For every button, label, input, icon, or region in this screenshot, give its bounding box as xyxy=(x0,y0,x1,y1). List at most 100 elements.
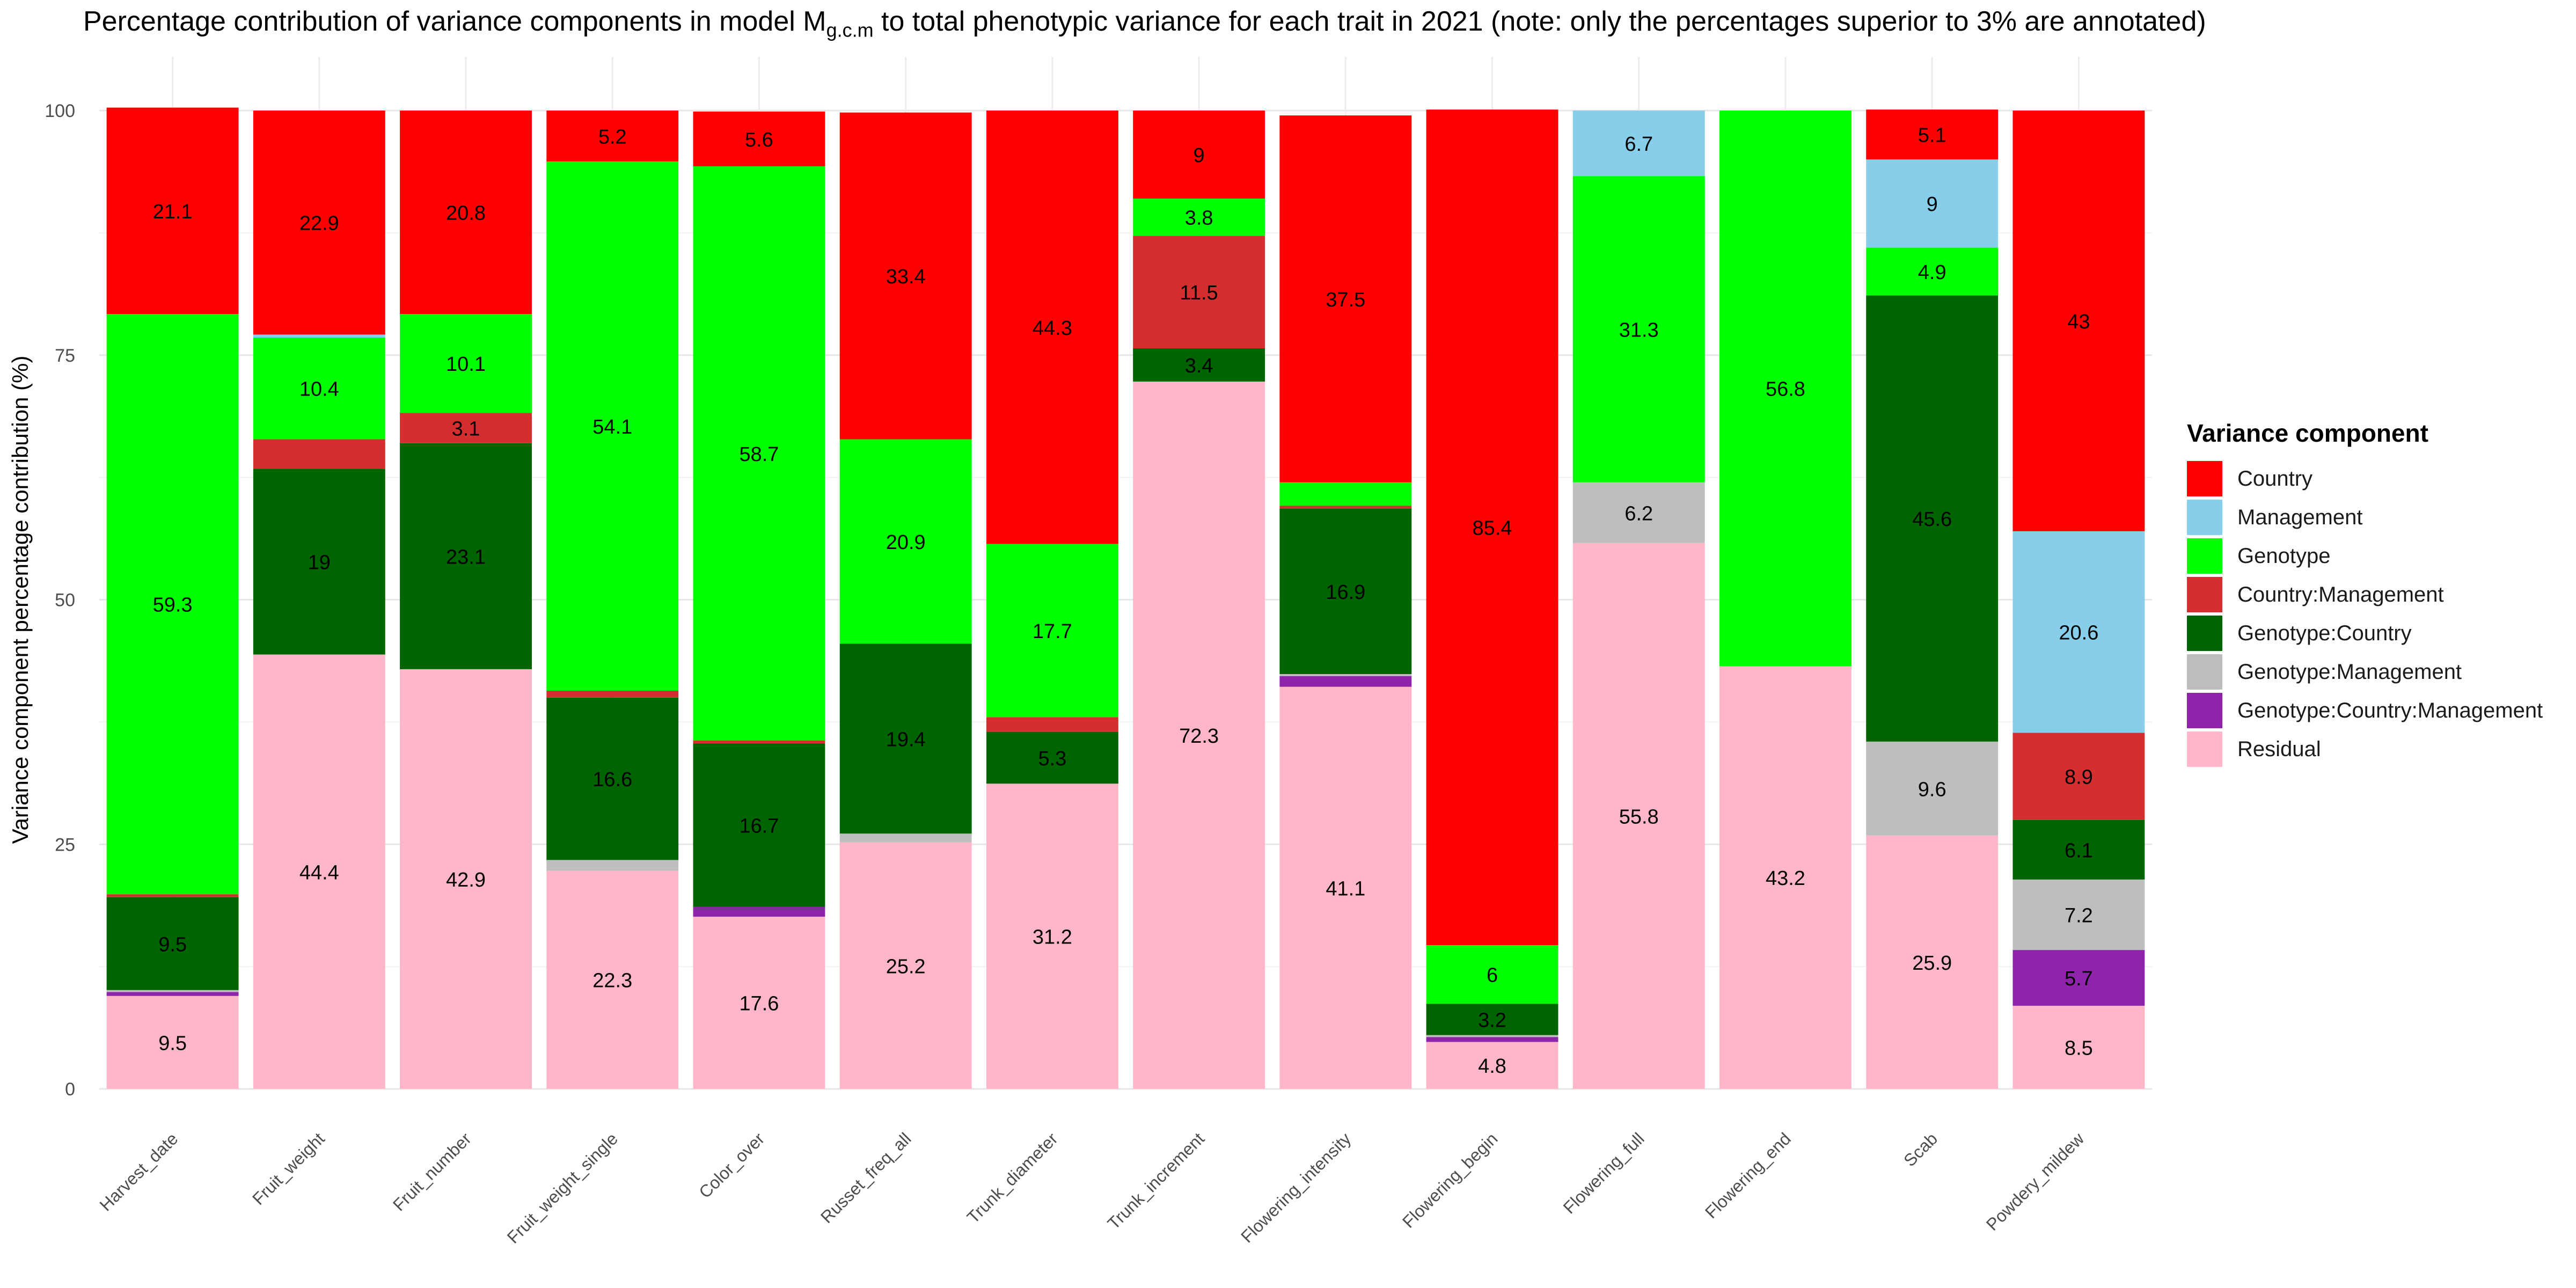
legend-label: Management xyxy=(2237,505,2363,529)
bar-segment xyxy=(1279,506,1412,509)
bar-segment xyxy=(1572,482,1705,543)
data-label: 22.9 xyxy=(299,213,339,235)
bar-segment xyxy=(106,314,239,895)
bar-segment xyxy=(986,111,1118,544)
y-axis-title: Variance component percentage contributi… xyxy=(8,356,33,844)
data-label: 16.7 xyxy=(739,815,779,838)
data-label: 20.8 xyxy=(446,202,486,225)
x-tick-label: Flowering_full xyxy=(1560,1129,1648,1217)
legend-item: Genotype:Country xyxy=(2187,614,2543,653)
bar-segment xyxy=(693,741,825,744)
bar-segment xyxy=(253,439,385,469)
bar-segment xyxy=(106,992,239,996)
x-tick-label: Flowering_begin xyxy=(1399,1129,1501,1231)
data-label: 42.9 xyxy=(446,869,486,891)
legend-label: Country xyxy=(2237,466,2313,491)
bar-segment xyxy=(400,443,532,669)
data-label: 10.1 xyxy=(446,353,486,376)
chart-title: Percentage contribution of variance comp… xyxy=(83,6,2206,41)
data-label: 8.9 xyxy=(2065,766,2093,789)
bar-segment xyxy=(986,717,1118,732)
bar-segment xyxy=(839,643,972,834)
bar-segment xyxy=(253,334,385,338)
bar-segment xyxy=(693,906,825,917)
bar-segment xyxy=(1719,111,1851,667)
data-label: 4.9 xyxy=(1918,261,1946,284)
bar-segment xyxy=(400,413,532,443)
data-label: 6.7 xyxy=(1624,133,1653,156)
data-label: 31.3 xyxy=(1619,319,1659,341)
bar-segment xyxy=(693,917,825,1089)
bar-segment xyxy=(546,161,679,691)
x-tick-label: Fruit_weight_single xyxy=(503,1129,621,1247)
data-label: 22.3 xyxy=(592,970,632,992)
x-tick-label: Harvest_date xyxy=(96,1129,182,1214)
bar-segment xyxy=(1866,247,1999,296)
y-tick-label: 100 xyxy=(45,101,75,121)
data-label: 17.6 xyxy=(739,993,779,1015)
bar-segment xyxy=(2012,950,2145,1006)
bar-segment xyxy=(1866,109,1999,160)
data-label: 37.5 xyxy=(1326,289,1365,311)
bar-segment xyxy=(986,784,1118,1089)
data-label: 9.5 xyxy=(158,933,187,956)
bar-segment xyxy=(1279,686,1412,1089)
bar-segment xyxy=(253,111,385,335)
data-label: 19.4 xyxy=(886,728,926,751)
data-label: 9 xyxy=(1927,193,1938,216)
data-label: 3.4 xyxy=(1185,355,1213,377)
legend-swatch xyxy=(2187,731,2222,767)
data-label: 56.8 xyxy=(1766,378,1805,401)
bar-segment xyxy=(2012,819,2145,880)
data-label: 5.2 xyxy=(598,126,627,148)
bar-segment xyxy=(106,990,239,992)
data-labels: 9.5 9.5 59.3 21.1 44.4 19 10.4 22.9 42.9 23.1 3.1 1… xyxy=(153,125,2099,1078)
bar-segment xyxy=(1279,508,1412,675)
data-label: 85.4 xyxy=(1473,517,1512,540)
legend-swatch xyxy=(2187,654,2222,690)
data-label: 23.1 xyxy=(446,546,486,568)
data-label: 25.9 xyxy=(1912,952,1952,975)
data-label: 72.3 xyxy=(1179,725,1219,748)
legend-item: Genotype xyxy=(2187,537,2543,575)
x-tick-label: Trunk_diameter xyxy=(963,1129,1062,1227)
legend: Variance component Country Management Geno… xyxy=(2187,419,2543,769)
bar-segment xyxy=(546,111,679,162)
data-label: 20.9 xyxy=(886,531,926,554)
bar-segment xyxy=(839,439,972,644)
x-tick-label: Scab xyxy=(1900,1129,1941,1170)
bar-segment xyxy=(2012,733,2145,820)
bar-segment xyxy=(693,166,825,741)
legend-swatch xyxy=(2187,577,2222,612)
bar-segment xyxy=(1133,381,1265,1089)
bar-segment xyxy=(1426,109,1558,946)
legend-item: Genotype:Management xyxy=(2187,653,2543,691)
bar-segment xyxy=(106,107,239,314)
data-label: 21.1 xyxy=(153,201,193,223)
bar-segment xyxy=(2012,1006,2145,1089)
x-tick-label: Flowering_end xyxy=(1701,1129,1795,1222)
bar-segment xyxy=(839,112,972,440)
data-label: 20.6 xyxy=(2059,622,2098,645)
bar-segment xyxy=(1279,676,1412,687)
data-label: 6 xyxy=(1487,964,1498,987)
x-tick-label: Russet_freq_all xyxy=(817,1129,915,1227)
data-label: 16.9 xyxy=(1326,581,1365,604)
legend-item: Country xyxy=(2187,459,2543,498)
data-label: 44.4 xyxy=(299,861,339,884)
data-label: 16.6 xyxy=(592,769,632,791)
data-label: 6.2 xyxy=(1624,502,1653,525)
data-label: 4.8 xyxy=(1478,1055,1506,1078)
legend-item: Country:Management xyxy=(2187,575,2543,614)
bar-segment xyxy=(106,996,239,1089)
legend-label: Genotype:Country xyxy=(2237,621,2412,645)
legend-item: Management xyxy=(2187,498,2543,537)
bar-segment xyxy=(986,731,1118,784)
y-tick-label: 50 xyxy=(55,590,75,611)
data-label: 7.2 xyxy=(2065,905,2093,927)
x-tick-label: Fruit_weight xyxy=(248,1129,328,1209)
legend-label: Country:Management xyxy=(2237,582,2444,606)
data-label: 43 xyxy=(2067,311,2090,333)
data-label: 44.3 xyxy=(1033,317,1072,340)
data-label: 3.2 xyxy=(1478,1009,1506,1032)
